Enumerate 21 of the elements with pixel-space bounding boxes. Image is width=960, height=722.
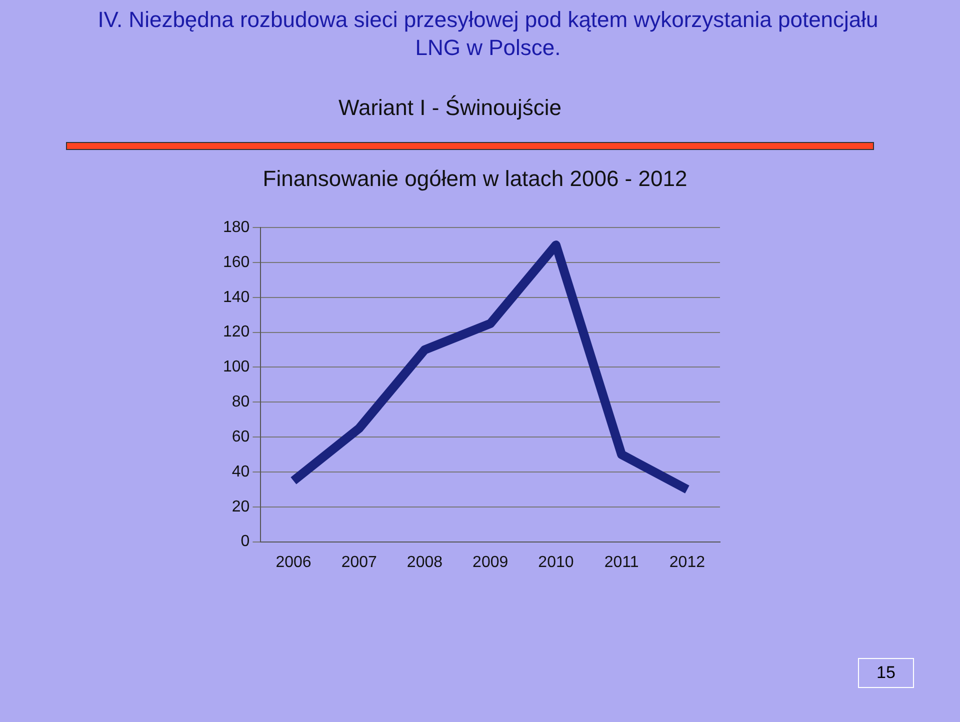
y-tick-label: 180 — [222, 219, 250, 236]
x-tick-label: 2006 — [276, 554, 312, 571]
y-tick-label: 40 — [232, 463, 250, 480]
y-tick-label: 20 — [232, 498, 250, 516]
y-tick-label: 0 — [240, 533, 250, 550]
y-tick-label: 140 — [222, 288, 250, 306]
x-tick-label: 2011 — [604, 554, 639, 571]
text: Finansowanie ogółem w latach 2006 - 2012 — [262, 166, 688, 192]
x-tick-label: 2009 — [472, 554, 508, 571]
x-tick-label: 2012 — [669, 554, 706, 571]
text: 15 — [858, 658, 914, 688]
x-tick-label: 2007 — [341, 554, 378, 571]
y-tick-label: 160 — [222, 254, 250, 271]
chart-subtitle: Wariant I - Świnoujście — [338, 95, 562, 121]
y-tick-label: 60 — [232, 428, 250, 446]
x-tick-label: 2010 — [538, 554, 574, 571]
y-tick-label: 80 — [232, 394, 250, 411]
y-tick-label: 100 — [222, 358, 250, 376]
y-tick-label: 120 — [222, 324, 250, 341]
x-tick-label: 2008 — [406, 554, 443, 571]
chart-title: IV. Niezbędna rozbudowa sieci przesyłowej pod kątem wykorzystania potencjału LNG w Polsce. — [96, 6, 880, 62]
